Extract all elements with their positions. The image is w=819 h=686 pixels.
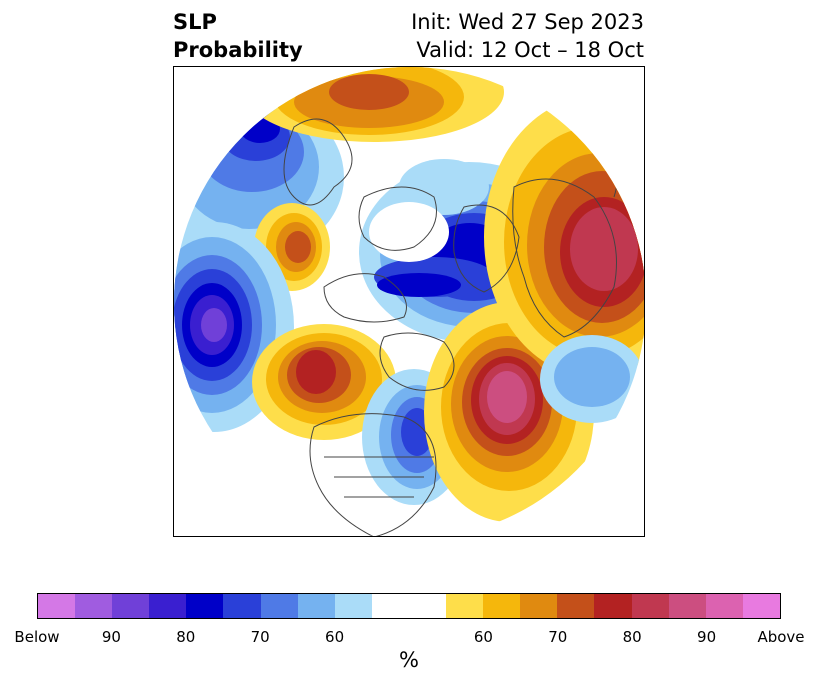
colorbar-tick-label: 90 <box>697 628 717 646</box>
colorbar-segment <box>483 594 521 618</box>
colorbar-segment <box>446 594 484 618</box>
colorbar-segment <box>334 594 372 618</box>
colorbar-tick-label: 70 <box>250 628 270 646</box>
colorbar-tick-label: 80 <box>176 628 196 646</box>
colorbar-segment <box>297 594 335 618</box>
colorbar-segment <box>38 594 76 618</box>
colorbar-unit-label: % <box>399 648 419 672</box>
anomaly-alaska-high <box>252 324 396 440</box>
colorbar-tick-label: 90 <box>101 628 121 646</box>
anomaly-eastern-low <box>540 335 644 423</box>
variable-label: SLP <box>173 10 217 34</box>
colorbar-tick-label: 70 <box>548 628 568 646</box>
colorbar-segment <box>631 594 669 618</box>
probability-field <box>174 67 644 536</box>
colorbar-segment <box>520 594 558 618</box>
colorbar-segment <box>260 594 298 618</box>
colorbar-tick-label: Above <box>757 628 805 646</box>
colorbar-tick-label: Below <box>14 628 60 646</box>
colorbar-segment <box>705 594 743 618</box>
map-title: SLP Probability <box>173 8 303 64</box>
colorbar-segment <box>112 594 150 618</box>
colorbar-segment <box>186 594 224 618</box>
colorbar-segment <box>408 594 447 618</box>
polar-map <box>174 67 644 536</box>
product-label: Probability <box>173 38 303 62</box>
date-info: Init: Wed 27 Sep 2023 Valid: 12 Oct – 18… <box>411 8 644 64</box>
colorbar-segment <box>75 594 113 618</box>
colorbar-segment <box>668 594 706 618</box>
colorbar-segment <box>594 594 632 618</box>
init-date: Init: Wed 27 Sep 2023 <box>411 10 644 34</box>
colorbar-tick-label: 80 <box>622 628 642 646</box>
neutral-pole <box>369 202 449 262</box>
colorbar-segment <box>149 594 187 618</box>
colorbar-tick-label: 60 <box>325 628 345 646</box>
colorbar-segment <box>371 594 409 618</box>
colorbar-segment <box>742 594 780 618</box>
colorbar-segment <box>223 594 261 618</box>
colorbar-tick-label: 60 <box>473 628 493 646</box>
colorbar-segment <box>557 594 595 618</box>
colorbar <box>37 593 781 619</box>
map-panel <box>173 66 645 537</box>
valid-range: Valid: 12 Oct – 18 Oct <box>416 38 644 62</box>
